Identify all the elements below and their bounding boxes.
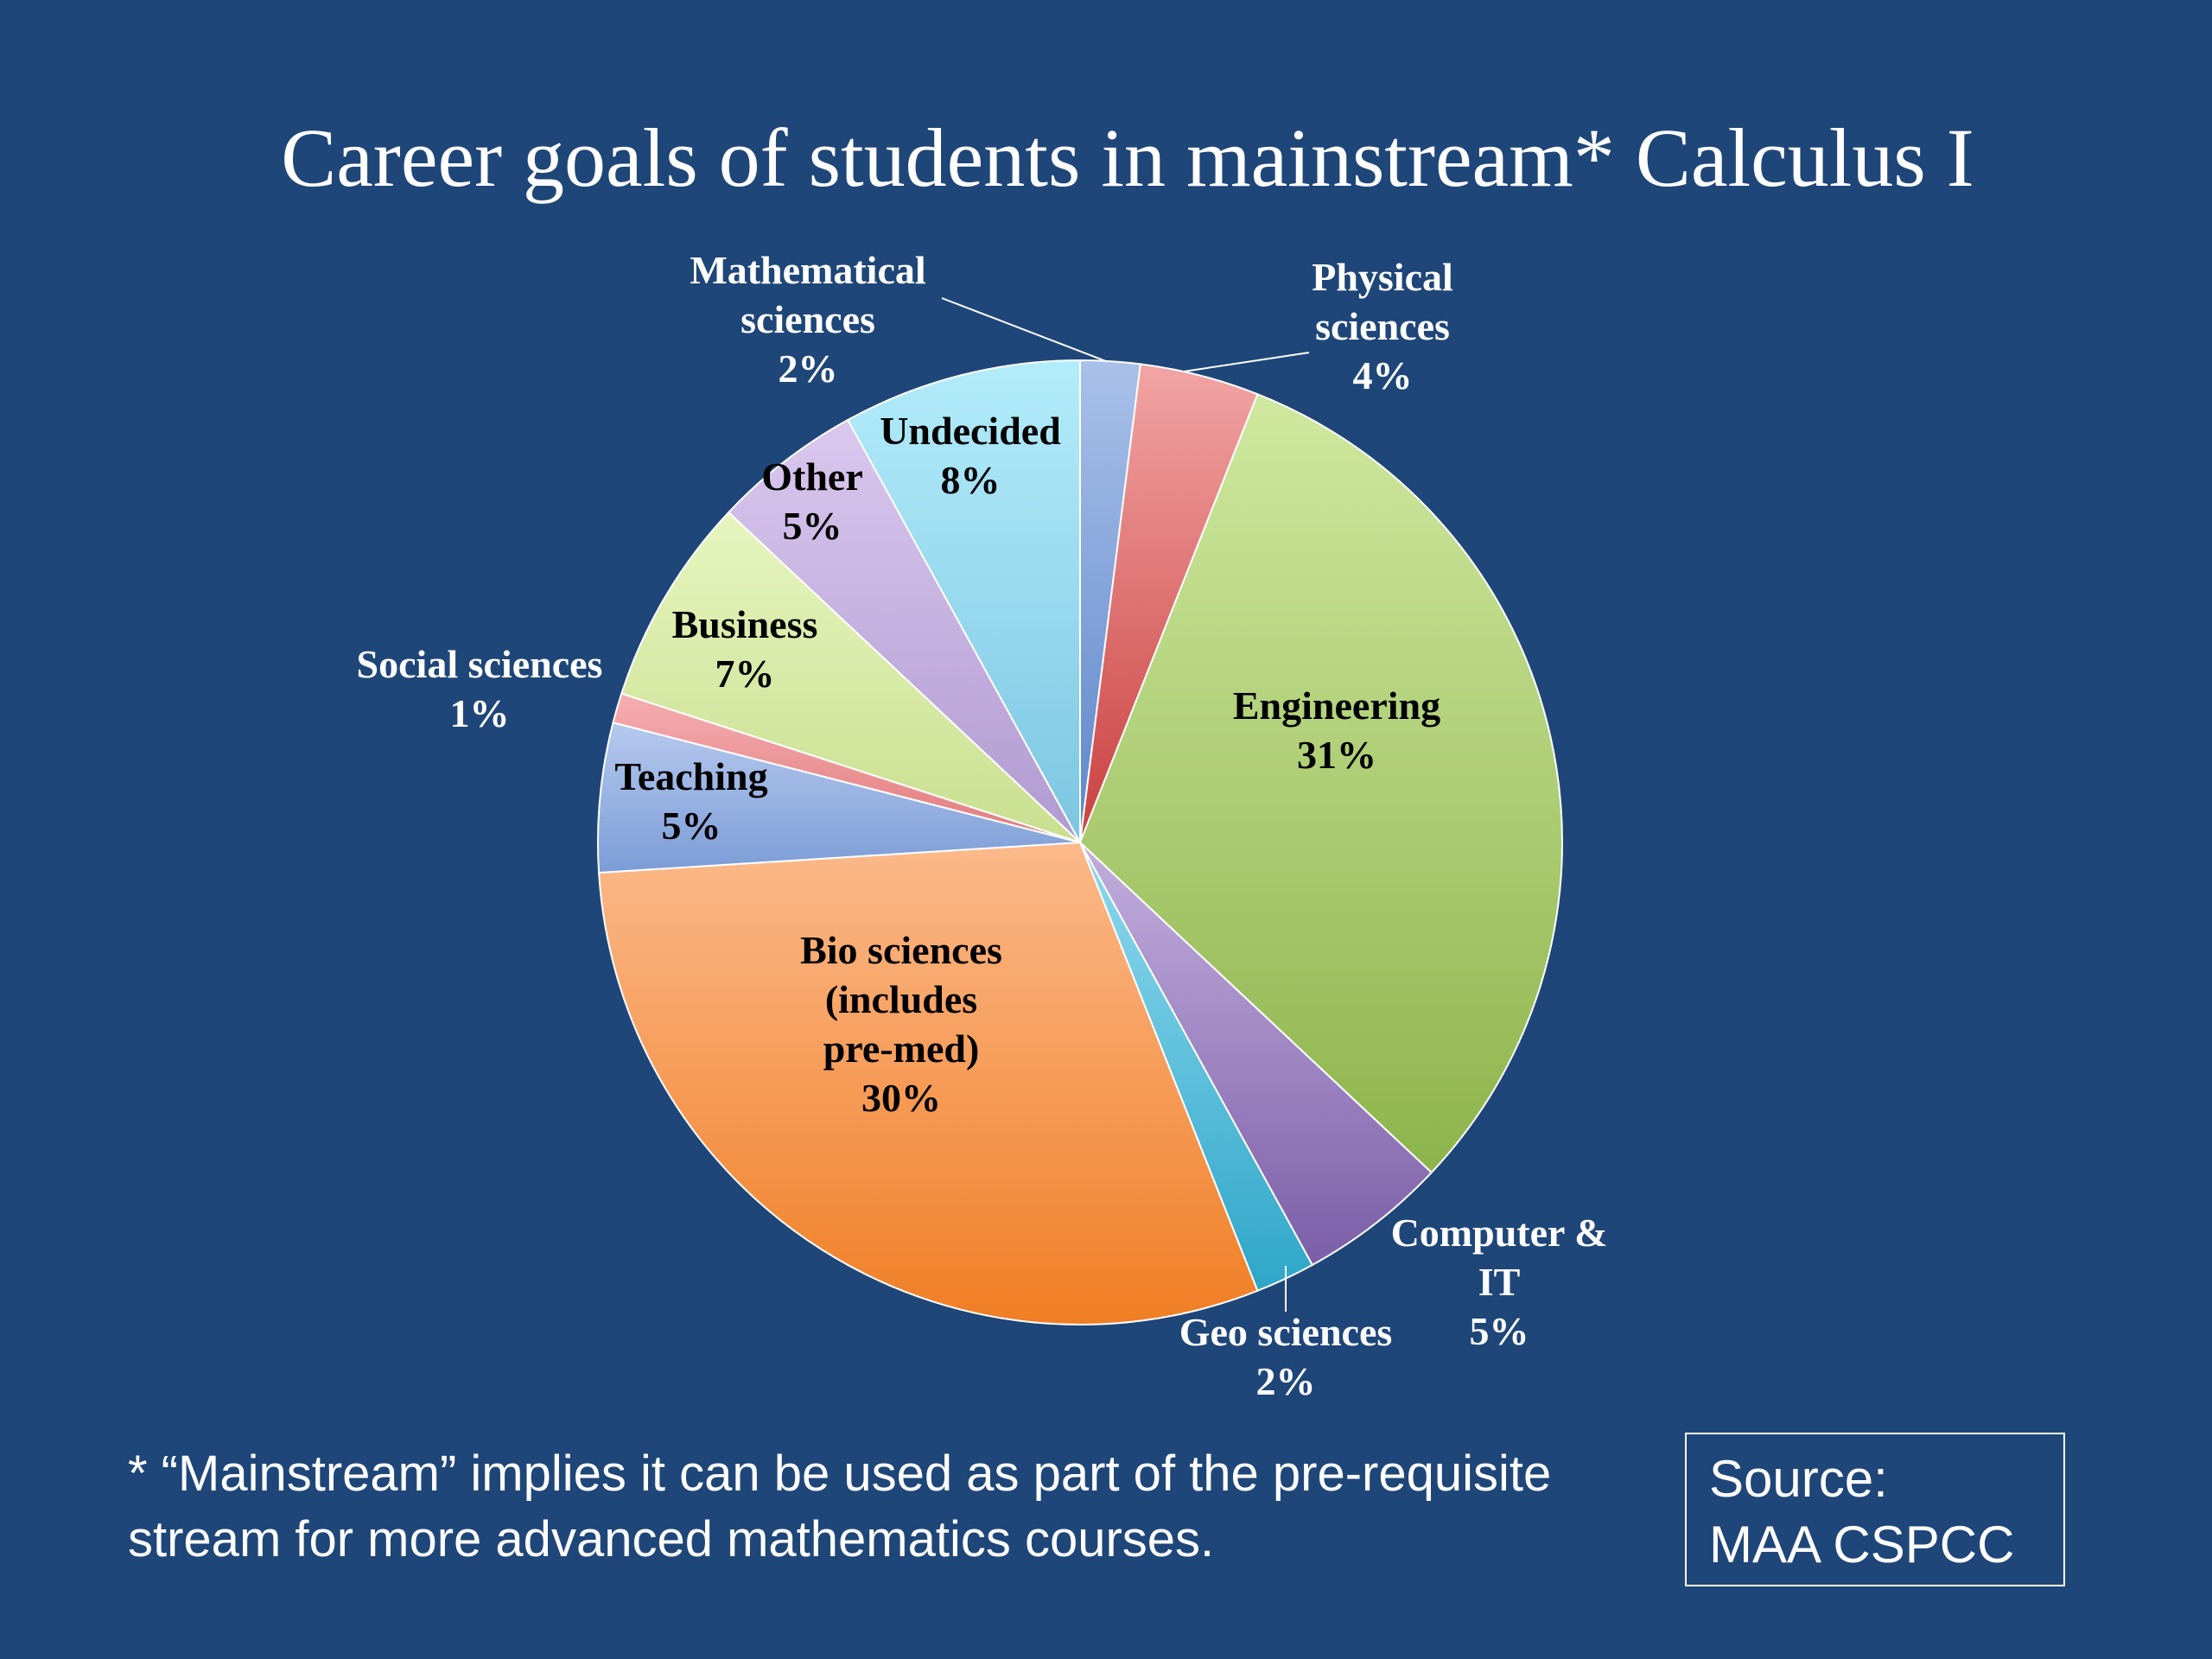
- data-label-undecided: Undecided 8%: [880, 409, 1061, 502]
- pie-slice-undecided: [846, 359, 1081, 843]
- leader-line-mathematical-sciences: [941, 297, 1107, 362]
- footnote: * “Mainstream” implies it can be used as…: [128, 1446, 1552, 1567]
- source-box: Source: MAA CSPCC: [1685, 1433, 2065, 1586]
- pie-slice-bio-sciences-includes-pre-med: [598, 841, 1259, 1325]
- data-label-teaching: Teaching 5%: [614, 754, 767, 848]
- data-label-mathematical-sciences: Mathematical sciences 2%: [690, 248, 925, 391]
- pie-slice-teaching: [597, 721, 1081, 874]
- data-label-geo-sciences: Geo sciences 2%: [1179, 1310, 1393, 1403]
- pie-slice-engineering: [1078, 392, 1563, 1174]
- pie-slice-business: [620, 511, 1081, 843]
- pie-slice-other: [727, 418, 1081, 843]
- data-label-physical-sciences: Physical sciences 4%: [1312, 255, 1453, 397]
- source-name: MAA CSPCC: [1709, 1516, 2015, 1573]
- pie-slice-computer-and-it: [1079, 842, 1433, 1267]
- data-label-other: Other 5%: [761, 454, 863, 548]
- source-label: Source:: [1709, 1450, 1888, 1508]
- data-label-business: Business 7%: [672, 602, 818, 696]
- leader-line-physical-sciences: [1183, 352, 1310, 372]
- leader-lines: [941, 297, 1310, 1312]
- data-label-engineering: Engineering 31%: [1233, 683, 1440, 777]
- slide-title: Career goals of students in mainstream* …: [281, 111, 1974, 204]
- data-label-computer-and-it: Computer & IT 5%: [1391, 1211, 1608, 1353]
- data-label-social-sciences: Social sciences 1%: [357, 642, 603, 735]
- pie-slices: [597, 359, 1563, 1325]
- data-label-bio-sciences-includes-pre-med: Bio sciences (includes pre-med) 30%: [800, 928, 1002, 1120]
- data-labels: Mathematical sciences 2% Physical sciences 4%…: [357, 248, 1608, 1403]
